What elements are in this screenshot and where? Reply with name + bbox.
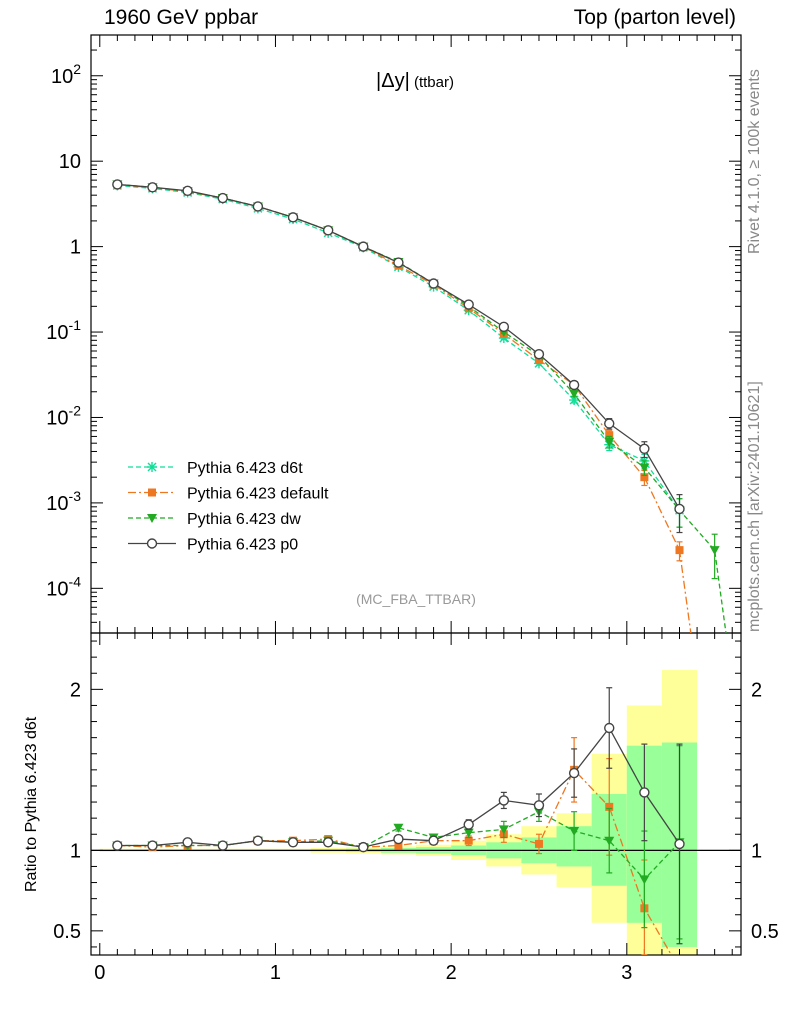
- ratio-point: [182, 837, 193, 848]
- legend-marker: [148, 488, 156, 497]
- marker-star-stroke: [569, 395, 579, 405]
- legend-label: Pythia 6.423 p0: [187, 537, 298, 554]
- ratio-point: [358, 841, 369, 853]
- legend-entry: Pythia 6.423 dw: [128, 511, 301, 528]
- ratio-point: [639, 787, 650, 798]
- y-tick-label-top: 10-1: [46, 317, 81, 344]
- ratio-point: [569, 827, 580, 837]
- main-point: [252, 201, 264, 212]
- ratio-point: [217, 840, 228, 851]
- main-series-p0: [112, 179, 685, 534]
- x-tick-label: 1: [270, 962, 281, 984]
- y-tick-label-top: 10-4: [46, 573, 81, 600]
- legend-label: Pythia 6.423 d6t: [187, 460, 303, 477]
- ratio-y-tick-label-left: 0.5: [53, 921, 81, 943]
- main-series-dw: [112, 180, 727, 633]
- ratio-series-line: [117, 768, 673, 955]
- ratio-series-p0: [112, 687, 685, 945]
- main-point: [533, 349, 545, 360]
- legend-marker: [147, 462, 157, 472]
- ratio-point: [393, 823, 404, 833]
- ratio-point: [605, 802, 614, 811]
- legend-marker: [147, 514, 157, 523]
- main-point: [639, 463, 650, 473]
- main-point: [709, 546, 720, 556]
- main-point: [217, 192, 228, 204]
- marker-star-stroke: [147, 462, 157, 472]
- legend-marker: [146, 538, 158, 549]
- ratio-point: [604, 836, 615, 846]
- ratio-point: [639, 875, 650, 885]
- header-energy-label: 1960 GeV ppbar: [104, 6, 259, 29]
- ratio-point: [322, 837, 334, 848]
- header-process-label: Top (parton level): [573, 6, 736, 29]
- ratio-point: [534, 839, 543, 848]
- legend-label: Pythia 6.423 dw: [187, 511, 301, 528]
- ratio-point: [498, 795, 510, 806]
- x-tick-label: 2: [446, 962, 457, 984]
- ratio-point: [674, 838, 685, 850]
- main-point: [568, 379, 580, 391]
- ratio-y-tick-label-right: 0.5: [751, 921, 779, 943]
- main-point: [498, 321, 510, 333]
- ratio-point: [393, 833, 404, 845]
- main-point: [639, 443, 650, 454]
- main-point: [605, 431, 614, 440]
- ratio-point: [463, 819, 474, 830]
- main-point: [393, 257, 404, 268]
- main-point: [604, 418, 615, 429]
- ratio-y-tick-label-right: 1: [751, 840, 762, 862]
- ratio-point: [112, 840, 123, 851]
- ratio-y-tick-label-left: 1: [70, 840, 81, 862]
- main-point: [322, 225, 334, 236]
- y-tick-label-top: 10-3: [46, 488, 81, 515]
- y-tick-label-top: 1: [70, 237, 81, 259]
- ratio-bands: [99, 670, 698, 955]
- main-point: [428, 278, 439, 289]
- ratio-point: [533, 800, 545, 811]
- analysis-label: (MC_FBA_TTBAR): [356, 591, 476, 607]
- x-tick-label: 3: [621, 962, 632, 984]
- ratio-point: [147, 840, 158, 851]
- main-point: [182, 185, 193, 197]
- main-point: [675, 546, 684, 555]
- ratio-point: [498, 825, 509, 835]
- main-series-line: [117, 183, 727, 633]
- main-point: [112, 179, 123, 190]
- main-point: [674, 503, 685, 515]
- ratio-point: [394, 841, 403, 850]
- ratio-point: [252, 835, 264, 846]
- ratio-point: [464, 836, 473, 845]
- y-tick-label-top: 10: [59, 151, 81, 173]
- ratio-point: [428, 835, 439, 846]
- ratio-point: [287, 837, 299, 848]
- main-point: [147, 182, 158, 193]
- main-point: [640, 473, 649, 482]
- main-point: [358, 241, 369, 252]
- legend-entry: Pythia 6.423 default: [128, 486, 329, 503]
- legend-label: Pythia 6.423 default: [187, 486, 329, 503]
- legend-entry: Pythia 6.423 d6t: [128, 460, 303, 477]
- main-point: [604, 437, 615, 447]
- main-point: [287, 212, 299, 223]
- plot-title: |Δy| (ttbar): [376, 70, 454, 92]
- x-tick-label: 0: [94, 962, 105, 984]
- ratio-point: [604, 722, 615, 734]
- ratio-axis-label: Ratio to Pythia 6.423 d6t: [23, 716, 40, 892]
- main-point: [463, 299, 474, 310]
- main-point: [569, 389, 580, 399]
- y-tick-label-top: 10-2: [46, 402, 81, 429]
- ratio-y-tick-label-left: 2: [70, 679, 81, 701]
- main-series-default: [113, 180, 692, 633]
- ratio-point: [568, 767, 580, 779]
- ratio-point: [463, 828, 474, 838]
- ratio-y-tick-label-right: 2: [751, 679, 762, 701]
- y-tick-label-top: 102: [51, 61, 81, 88]
- legend-entry: Pythia 6.423 p0: [128, 537, 298, 554]
